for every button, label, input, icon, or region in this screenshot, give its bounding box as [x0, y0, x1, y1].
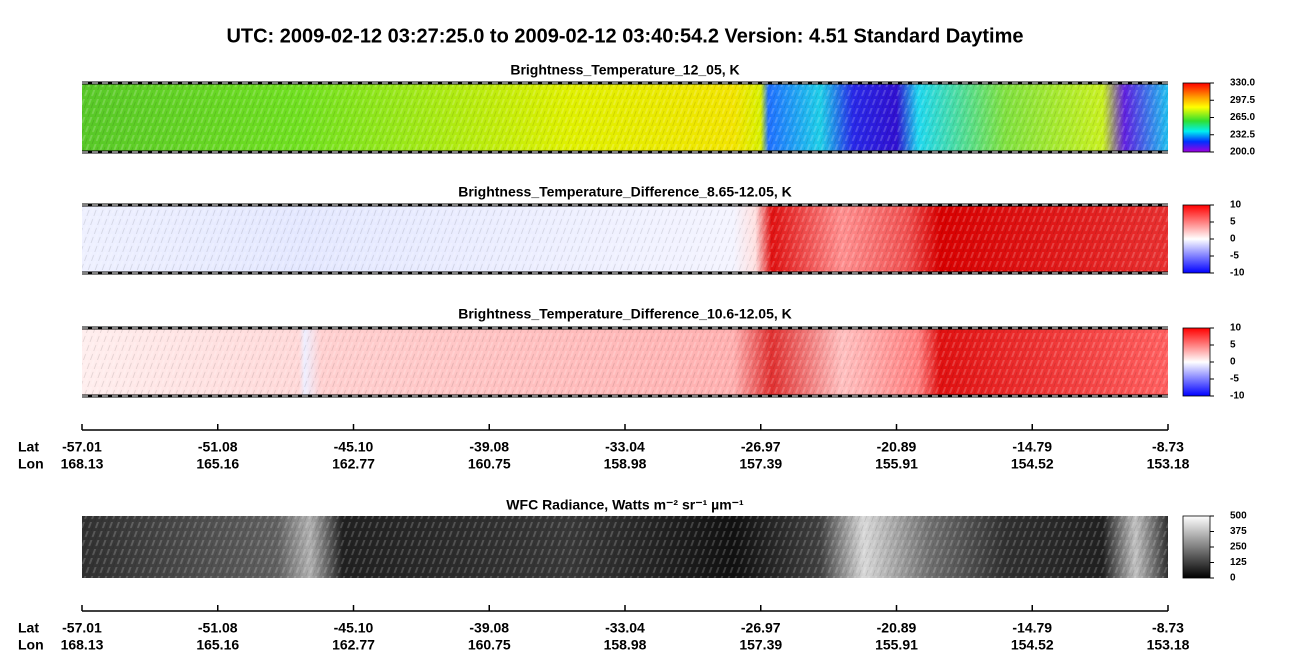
lat-tick-label: -39.08	[469, 439, 509, 455]
colorbar-tick-label: 232.5	[1230, 129, 1255, 140]
lat-tick-label: -45.10	[334, 620, 374, 636]
lon-tick-label: 160.75	[468, 456, 511, 472]
colorbar-tick-label: 10	[1230, 200, 1242, 211]
colorbar-tick-label: 330.0	[1230, 78, 1255, 89]
swath-texture	[82, 83, 1168, 152]
lat-tick-label: -45.10	[334, 439, 374, 455]
colorbar-tick-label: 500	[1230, 511, 1247, 522]
panel-title: Brightness_Temperature_Difference_10.6-1…	[458, 306, 792, 322]
lat-label: Lat	[18, 439, 39, 455]
colorbar	[1182, 204, 1211, 274]
lon-tick-label: 158.98	[604, 637, 647, 653]
lat-tick-label: -8.73	[1152, 620, 1184, 636]
colorbar	[1182, 515, 1211, 579]
lat-tick-label: -26.97	[741, 439, 781, 455]
lon-tick-label: 165.16	[196, 456, 239, 472]
swath-texture	[82, 205, 1168, 273]
lat-tick-label: -14.79	[1012, 439, 1052, 455]
lon-label: Lon	[18, 456, 44, 472]
lon-tick-label: 154.52	[1011, 456, 1054, 472]
colorbar-tick-label: 10	[1230, 323, 1242, 334]
colorbar-tick-label: -5	[1230, 374, 1239, 385]
lat-tick-label: -26.97	[741, 620, 781, 636]
colorbar-tick-label: 5	[1230, 217, 1236, 228]
lon-tick-label: 168.13	[61, 637, 104, 653]
panel-title: WFC Radiance, Watts m⁻² sr⁻¹ µm⁻¹	[506, 497, 744, 513]
colorbar-tick-label: 250	[1230, 542, 1247, 553]
lat-tick-label: -57.01	[62, 439, 102, 455]
colorbar-tick-label: 0	[1230, 573, 1236, 584]
lat-label: Lat	[18, 620, 39, 636]
colorbar-tick-label: 0	[1230, 357, 1236, 368]
colorbar-tick-label: 200.0	[1230, 147, 1255, 158]
colorbar-tick-label: 297.5	[1230, 95, 1255, 106]
colorbar-tick-label: 5	[1230, 340, 1236, 351]
colorbar-tick-label: 125	[1230, 557, 1247, 568]
lon-tick-label: 155.91	[875, 456, 918, 472]
colorbar-tick-label: 375	[1230, 526, 1247, 537]
lat-tick-label: -33.04	[605, 439, 645, 455]
lat-tick-label: -39.08	[469, 620, 509, 636]
lon-tick-label: 157.39	[739, 637, 782, 653]
lon-tick-label: 153.18	[1147, 637, 1190, 653]
colorbar-tick-label: -10	[1230, 268, 1245, 279]
panel-title: Brightness_Temperature_12_05, K	[510, 62, 739, 78]
lon-tick-label: 153.18	[1147, 456, 1190, 472]
panel-title: Brightness_Temperature_Difference_8.65-1…	[458, 184, 792, 200]
lon-tick-label: 157.39	[739, 456, 782, 472]
lat-tick-label: -14.79	[1012, 620, 1052, 636]
lat-tick-label: -51.08	[198, 439, 238, 455]
lat-tick-label: -20.89	[877, 439, 917, 455]
lon-tick-label: 168.13	[61, 456, 104, 472]
colorbar	[1182, 82, 1211, 153]
lat-tick-label: -20.89	[877, 620, 917, 636]
swath-texture	[82, 516, 1168, 578]
lon-tick-label: 165.16	[196, 637, 239, 653]
main-title: UTC: 2009-02-12 03:27:25.0 to 2009-02-12…	[226, 25, 1023, 47]
colorbar-tick-label: 0	[1230, 234, 1236, 245]
lon-tick-label: 158.98	[604, 456, 647, 472]
lon-tick-label: 162.77	[332, 637, 375, 653]
colorbar-tick-label: -5	[1230, 251, 1239, 262]
colorbar-tick-label: -10	[1230, 391, 1245, 402]
lon-label: Lon	[18, 637, 44, 653]
lon-tick-label: 155.91	[875, 637, 918, 653]
swath-texture	[82, 328, 1168, 396]
lat-tick-label: -51.08	[198, 620, 238, 636]
colorbar-tick-label: 265.0	[1230, 112, 1255, 123]
colorbar	[1182, 327, 1211, 397]
lon-tick-label: 154.52	[1011, 637, 1054, 653]
lat-tick-label: -8.73	[1152, 439, 1184, 455]
lat-tick-label: -33.04	[605, 620, 645, 636]
lat-tick-label: -57.01	[62, 620, 102, 636]
lon-tick-label: 162.77	[332, 456, 375, 472]
lon-tick-label: 160.75	[468, 637, 511, 653]
